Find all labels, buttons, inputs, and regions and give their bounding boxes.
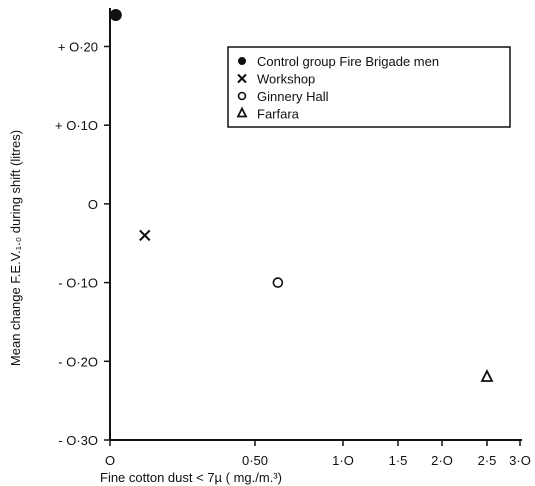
y-axis-title: Mean change F.E.V.₁.₀ during shift (litr… xyxy=(8,130,23,366)
x-tick-label: O xyxy=(105,453,115,468)
legend: Control group Fire Brigade men Workshop Gi… xyxy=(227,46,511,128)
legend-marker-filled-circle xyxy=(238,57,246,65)
y-ticks: + O·20 + O·1O O - O·1O - O·2O - O·3O xyxy=(55,39,110,448)
data-points xyxy=(109,9,494,382)
data-point-x xyxy=(139,229,151,242)
x-tick-label: 3·O xyxy=(509,453,531,468)
x-axis-title: Fine cotton dust < 7µ ( mg./m.³) xyxy=(100,470,282,485)
data-point-open-triangle xyxy=(480,369,494,382)
legend-box xyxy=(227,46,511,128)
data-point-filled-circle xyxy=(109,9,122,21)
y-tick-label: + O·20 xyxy=(58,39,98,54)
legend-marker-open-triangle xyxy=(236,106,248,118)
x-tick-label: 1·O xyxy=(332,453,354,468)
x-tick-label: 2·O xyxy=(431,453,453,468)
y-tick-label: O xyxy=(88,197,98,212)
y-tick-label: + O·1O xyxy=(55,118,98,133)
y-tick-label: - O·1O xyxy=(58,276,98,291)
legend-marker-x xyxy=(237,73,247,84)
legend-label: Farfara xyxy=(257,107,300,122)
legend-marker-open-circle xyxy=(237,91,247,101)
legend-label: Control group Fire Brigade men xyxy=(257,54,439,69)
y-tick-label: - O·2O xyxy=(58,354,98,369)
legend-label: Workshop xyxy=(257,72,315,87)
y-tick-label: - O·3O xyxy=(58,433,98,448)
x-tick-label: 1·5 xyxy=(389,453,408,468)
x-tick-label: 2·5 xyxy=(478,453,497,468)
x-tick-label: 0·50 xyxy=(242,453,268,468)
data-point-open-circle xyxy=(272,277,284,288)
legend-label: Ginnery Hall xyxy=(257,89,329,104)
x-ticks: O 0·50 1·O 1·5 2·O 2·5 3·O xyxy=(105,440,531,468)
